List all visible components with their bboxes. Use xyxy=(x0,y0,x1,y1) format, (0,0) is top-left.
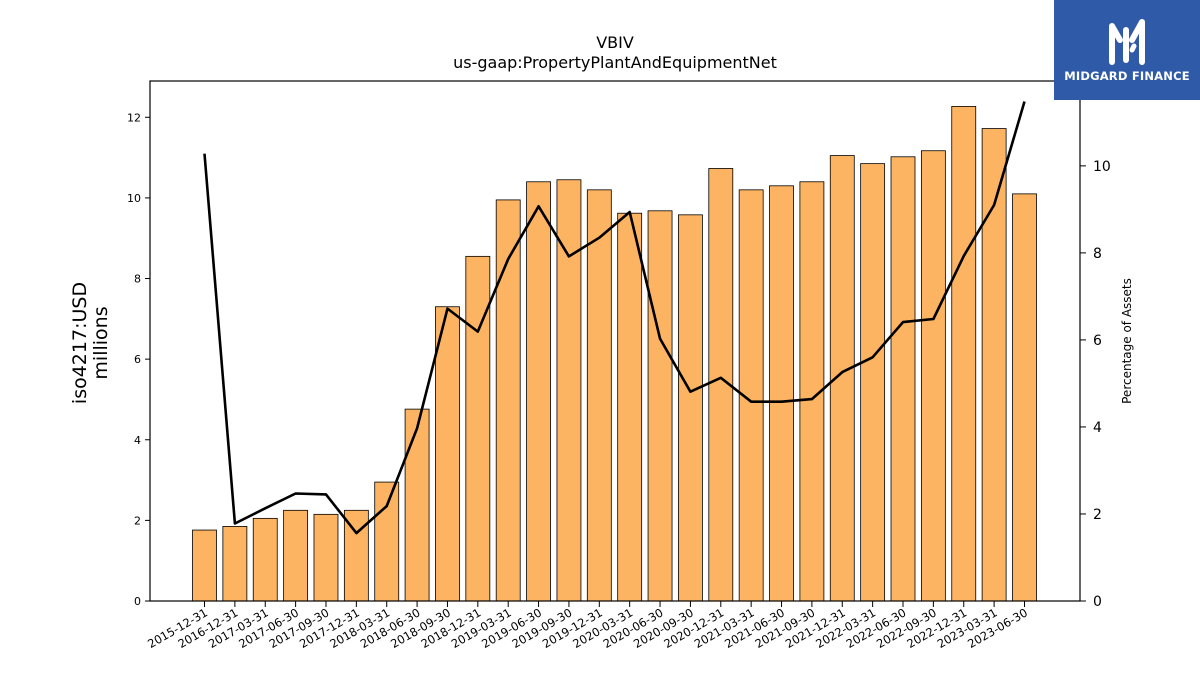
chart-title: VBIV xyxy=(596,33,634,52)
bar xyxy=(526,181,551,602)
bar xyxy=(1012,193,1037,602)
bar-series xyxy=(192,105,1037,602)
y-tick-label: 4 xyxy=(134,434,141,447)
y-tick-label: 2 xyxy=(134,514,141,527)
y2-tick-label: 0 xyxy=(1093,594,1102,610)
percentage-line xyxy=(203,101,1026,535)
midgard-finance-logo: MIDGARD FINANCE xyxy=(1054,0,1200,100)
y-tick-label: 0 xyxy=(134,595,141,608)
bar xyxy=(374,481,400,602)
y-tick-label: 10 xyxy=(127,192,141,205)
bar xyxy=(222,526,248,602)
y-tick-label: 12 xyxy=(127,111,141,124)
y-tick-label: 8 xyxy=(134,273,141,286)
bar xyxy=(617,212,643,602)
midgard-logo-icon xyxy=(1109,19,1145,65)
bar xyxy=(769,185,794,602)
y-tick-label: 6 xyxy=(134,353,141,366)
y-axis-left: 0 2 4 6 8 10 12 xyxy=(127,111,150,608)
bar xyxy=(435,306,460,602)
logo-text: MIDGARD FINANCE xyxy=(1064,69,1190,83)
y-axis-unit: millions xyxy=(90,306,112,379)
y2-tick-label: 10 xyxy=(1093,159,1111,175)
bar xyxy=(495,199,521,602)
y2-tick-label: 2 xyxy=(1093,507,1102,523)
bar xyxy=(283,509,309,602)
bar xyxy=(252,517,278,602)
y-axis-label: iso4217:USD xyxy=(69,282,91,404)
bar xyxy=(860,163,886,602)
x-axis: 2015-12-312016-12-312017-03-312017-06-30… xyxy=(145,601,1030,651)
bar xyxy=(404,408,430,602)
bar xyxy=(890,156,916,602)
bar xyxy=(920,150,946,602)
y2-tick-label: 4 xyxy=(1093,420,1102,436)
bar xyxy=(586,189,612,602)
plot-frame xyxy=(149,80,1081,602)
bar xyxy=(951,105,977,602)
chart-subtitle: us-gaap:PropertyPlantAndEquipmentNet xyxy=(453,53,777,72)
y-axis-right: 0 2 4 6 8 10 xyxy=(1080,159,1111,610)
bar xyxy=(678,214,703,602)
bar xyxy=(981,128,1007,602)
y2-tick-label: 8 xyxy=(1093,246,1102,262)
bar xyxy=(647,210,673,602)
y2-axis-label: Percentage of Assets xyxy=(1120,278,1134,404)
bar xyxy=(192,529,217,602)
bar xyxy=(465,255,491,602)
bar xyxy=(313,513,339,602)
y2-tick-label: 6 xyxy=(1093,333,1102,349)
